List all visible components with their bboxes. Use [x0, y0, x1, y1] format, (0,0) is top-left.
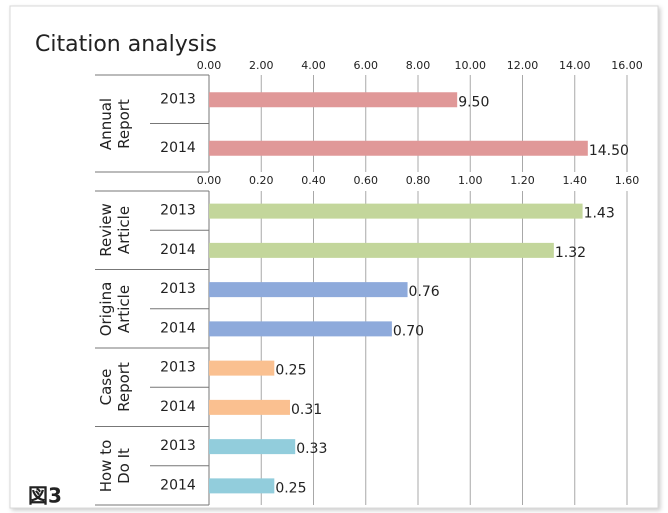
- x-tick-label: 8.00: [406, 59, 431, 72]
- bar: [209, 439, 296, 455]
- category-label: 2013: [160, 91, 196, 107]
- category-label: 2014: [160, 399, 196, 415]
- x-tick-label: 6.00: [354, 59, 379, 72]
- category-label: 2014: [160, 477, 196, 493]
- x-tick-label: 1.00: [458, 174, 483, 187]
- bar: [209, 478, 275, 494]
- group-label: Case Report: [97, 362, 133, 413]
- x-tick-label: 1.20: [510, 174, 535, 187]
- bar: [209, 242, 554, 258]
- x-tick-label: 16.00: [611, 59, 643, 72]
- x-tick-label: 0.00: [197, 59, 222, 72]
- value-label: 14.50: [589, 143, 629, 159]
- x-tick-label: 14.00: [559, 59, 591, 72]
- group-label: Review Article: [97, 203, 133, 258]
- x-tick-label: 0.60: [354, 174, 379, 187]
- x-tick-label: 0.20: [249, 174, 274, 187]
- x-tick-label: 2.00: [249, 59, 274, 72]
- bar: [209, 360, 275, 376]
- group-label: Origina Article: [97, 281, 133, 337]
- bar: [209, 321, 392, 337]
- x-tick-label: 10.00: [455, 59, 487, 72]
- value-label: 0.70: [393, 323, 424, 339]
- value-label: 1.43: [584, 206, 615, 222]
- x-tick-label: 1.40: [563, 174, 588, 187]
- category-label: 2014: [160, 242, 196, 258]
- x-tick-label: 1.60: [615, 174, 640, 187]
- value-label: 0.33: [296, 441, 327, 457]
- x-tick-label: 12.00: [507, 59, 539, 72]
- x-tick-label: 0.80: [406, 174, 431, 187]
- x-tick-label: 4.00: [301, 59, 326, 72]
- x-tick-label: 0.00: [197, 174, 222, 187]
- value-label: 1.32: [555, 245, 586, 261]
- bar: [209, 203, 583, 219]
- bar: [209, 92, 458, 108]
- category-label: 2014: [160, 140, 196, 156]
- figure-label: 図3: [28, 484, 62, 508]
- category-label: 2013: [160, 203, 196, 219]
- value-label: 9.50: [458, 94, 489, 110]
- value-label: 0.25: [275, 363, 306, 379]
- value-label: 0.76: [409, 284, 440, 300]
- category-label: 2013: [160, 281, 196, 297]
- value-label: 0.31: [291, 402, 322, 418]
- group-label: How to Do It: [97, 439, 133, 493]
- bar: [209, 282, 408, 298]
- category-label: 2013: [160, 360, 196, 376]
- chart-title: Citation analysis: [35, 32, 217, 57]
- value-label: 0.25: [275, 480, 306, 496]
- group-label: Annual Report: [97, 97, 133, 150]
- category-label: 2013: [160, 438, 196, 454]
- bar: [209, 399, 290, 415]
- bar: [209, 140, 588, 156]
- x-tick-label: 0.40: [301, 174, 326, 187]
- category-label: 2014: [160, 320, 196, 336]
